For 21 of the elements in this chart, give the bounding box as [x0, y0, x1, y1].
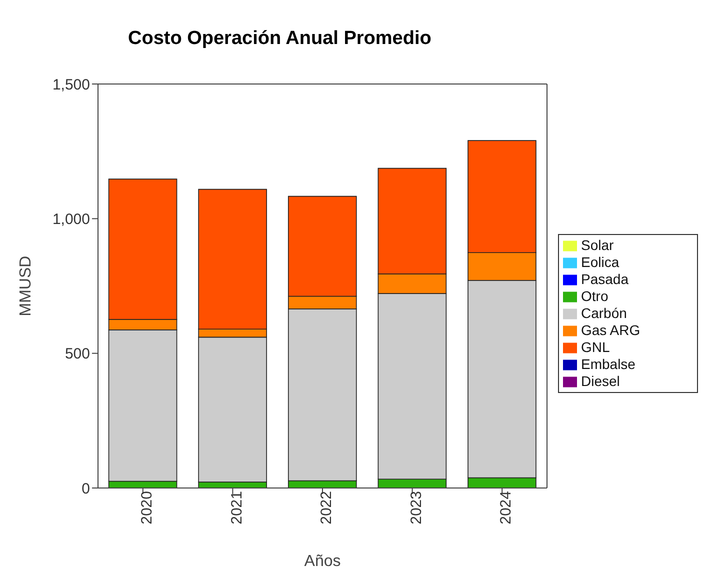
- y-tick-label: 0: [82, 480, 90, 498]
- y-axis-title: MMUSD: [18, 256, 35, 316]
- y-tick-label: 1,500: [52, 76, 90, 94]
- x-tick-label: 2020: [138, 491, 156, 524]
- legend-label: Pasada: [581, 270, 628, 286]
- x-tick-label: 2023: [408, 491, 425, 524]
- legend-label: GNL: [581, 338, 610, 354]
- x-axis-title: Años: [304, 553, 341, 569]
- legend-label: Solar: [581, 236, 614, 252]
- legend-label: Carbón: [581, 304, 627, 320]
- chart-title: Costo Operación Anual Promedio: [127, 27, 432, 51]
- x-tick-label: 2024: [498, 491, 515, 524]
- y-tick-label: 500: [64, 346, 90, 363]
- legend-label: Eolica: [581, 254, 620, 270]
- legend-label: Embalse: [581, 356, 636, 372]
- legend-label: Otro: [581, 288, 608, 304]
- x-tick-label: 2022: [318, 491, 336, 524]
- legend-label: Diesel: [581, 372, 620, 388]
- x-tick-label: 2021: [228, 491, 246, 524]
- legend-label: Gas ARG: [581, 322, 640, 338]
- y-tick-label: 1,000: [52, 210, 90, 228]
